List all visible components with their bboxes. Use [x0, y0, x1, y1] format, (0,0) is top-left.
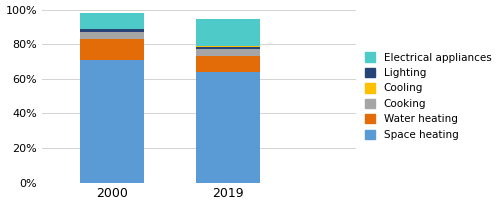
- Bar: [80, 29, 144, 32]
- Bar: [196, 49, 260, 56]
- Bar: [80, 32, 144, 39]
- Legend: Electrical appliances, Lighting, Cooling, Cooking, Water heating, Space heating: Electrical appliances, Lighting, Cooling…: [362, 49, 494, 143]
- Bar: [196, 19, 260, 46]
- Bar: [80, 39, 144, 60]
- Bar: [196, 72, 260, 183]
- Bar: [196, 46, 260, 47]
- Bar: [80, 60, 144, 183]
- Bar: [196, 47, 260, 49]
- Bar: [196, 56, 260, 72]
- Bar: [80, 13, 144, 29]
